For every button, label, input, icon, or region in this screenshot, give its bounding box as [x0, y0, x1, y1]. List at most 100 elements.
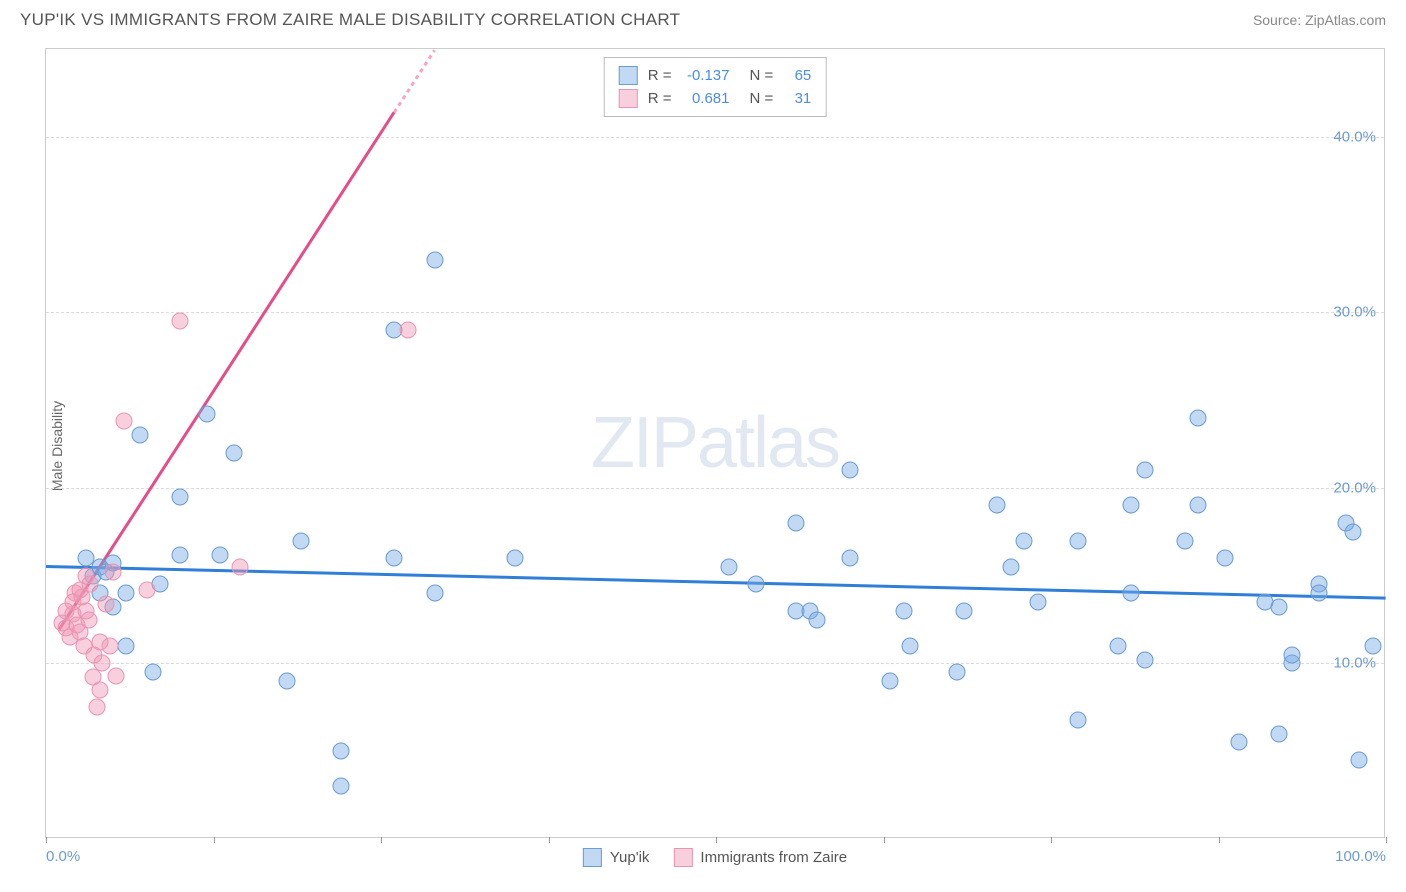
data-point — [172, 488, 189, 505]
data-point — [808, 611, 825, 628]
legend-label: Yup'ik — [610, 849, 650, 866]
y-tick-label: 10.0% — [1333, 655, 1376, 672]
x-tick — [884, 837, 885, 843]
stat-r-value: -0.137 — [682, 67, 730, 84]
data-point — [1344, 523, 1361, 540]
x-tick-label: 0.0% — [46, 848, 80, 865]
x-tick-label: 100.0% — [1335, 848, 1386, 865]
data-point — [1230, 734, 1247, 751]
chart-title: YUP'IK VS IMMIGRANTS FROM ZAIRE MALE DIS… — [20, 10, 680, 30]
data-point — [332, 778, 349, 795]
data-point — [80, 611, 97, 628]
data-point — [198, 406, 215, 423]
data-point — [98, 595, 115, 612]
y-tick-label: 20.0% — [1333, 479, 1376, 496]
data-point — [105, 564, 122, 581]
x-tick — [46, 837, 47, 843]
data-point — [1110, 637, 1127, 654]
data-point — [949, 664, 966, 681]
data-point — [332, 743, 349, 760]
data-point — [895, 602, 912, 619]
legend-label: Immigrants from Zaire — [700, 849, 847, 866]
data-point — [131, 427, 148, 444]
data-point — [115, 413, 132, 430]
data-point — [107, 667, 124, 684]
data-point — [292, 532, 309, 549]
legend: Yup'ik Immigrants from Zaire — [583, 848, 847, 867]
data-point — [1270, 599, 1287, 616]
x-tick — [381, 837, 382, 843]
data-point — [1217, 550, 1234, 567]
stat-n-label: N = — [750, 67, 774, 84]
watermark-zip: ZIP — [591, 403, 697, 483]
y-tick-label: 30.0% — [1333, 304, 1376, 321]
data-point — [842, 550, 859, 567]
data-point — [788, 515, 805, 532]
data-point — [1069, 532, 1086, 549]
data-point — [426, 585, 443, 602]
data-point — [1029, 594, 1046, 611]
chart-source: Source: ZipAtlas.com — [1253, 12, 1386, 28]
data-point — [1190, 409, 1207, 426]
data-point — [748, 576, 765, 593]
stats-box: R =-0.137N =65R =0.681N =31 — [604, 57, 827, 117]
data-point — [721, 558, 738, 575]
data-point — [1069, 711, 1086, 728]
data-point — [118, 637, 135, 654]
data-point — [1002, 558, 1019, 575]
trend-line — [393, 50, 435, 113]
data-point — [1136, 651, 1153, 668]
x-tick — [1386, 837, 1387, 843]
grid-line — [46, 488, 1384, 489]
data-point — [507, 550, 524, 567]
stat-n-value: 65 — [783, 67, 811, 84]
chart-header: YUP'IK VS IMMIGRANTS FROM ZAIRE MALE DIS… — [0, 0, 1406, 35]
grid-line — [46, 312, 1384, 313]
data-point — [212, 546, 229, 563]
data-point — [955, 602, 972, 619]
data-point — [386, 550, 403, 567]
data-point — [1190, 497, 1207, 514]
data-point — [1284, 646, 1301, 663]
data-point — [145, 664, 162, 681]
data-point — [1351, 752, 1368, 769]
legend-swatch — [583, 848, 602, 867]
data-point — [82, 576, 99, 593]
data-point — [399, 321, 416, 338]
data-point — [225, 444, 242, 461]
data-point — [232, 558, 249, 575]
grid-line — [46, 663, 1384, 664]
x-tick — [214, 837, 215, 843]
data-point — [1016, 532, 1033, 549]
data-point — [88, 699, 105, 716]
data-point — [1177, 532, 1194, 549]
data-point — [902, 637, 919, 654]
data-point — [91, 681, 108, 698]
stat-n-value: 31 — [783, 90, 811, 107]
legend-item: Immigrants from Zaire — [673, 848, 847, 867]
data-point — [1136, 462, 1153, 479]
data-point — [172, 546, 189, 563]
data-point — [842, 462, 859, 479]
stat-r-value: 0.681 — [682, 90, 730, 107]
data-point — [1270, 725, 1287, 742]
watermark-atlas: atlas — [697, 403, 839, 483]
legend-swatch — [619, 89, 638, 108]
data-point — [426, 251, 443, 268]
stats-row: R =0.681N =31 — [619, 87, 812, 110]
legend-swatch — [673, 848, 692, 867]
data-point — [989, 497, 1006, 514]
data-point — [1311, 585, 1328, 602]
stats-row: R =-0.137N =65 — [619, 64, 812, 87]
data-point — [1123, 585, 1140, 602]
stat-r-label: R = — [648, 90, 672, 107]
y-tick-label: 40.0% — [1333, 128, 1376, 145]
data-point — [279, 673, 296, 690]
x-tick — [1219, 837, 1220, 843]
watermark: ZIPatlas — [591, 402, 839, 484]
data-point — [118, 585, 135, 602]
x-tick — [549, 837, 550, 843]
x-tick — [1051, 837, 1052, 843]
data-point — [882, 673, 899, 690]
legend-item: Yup'ik — [583, 848, 650, 867]
